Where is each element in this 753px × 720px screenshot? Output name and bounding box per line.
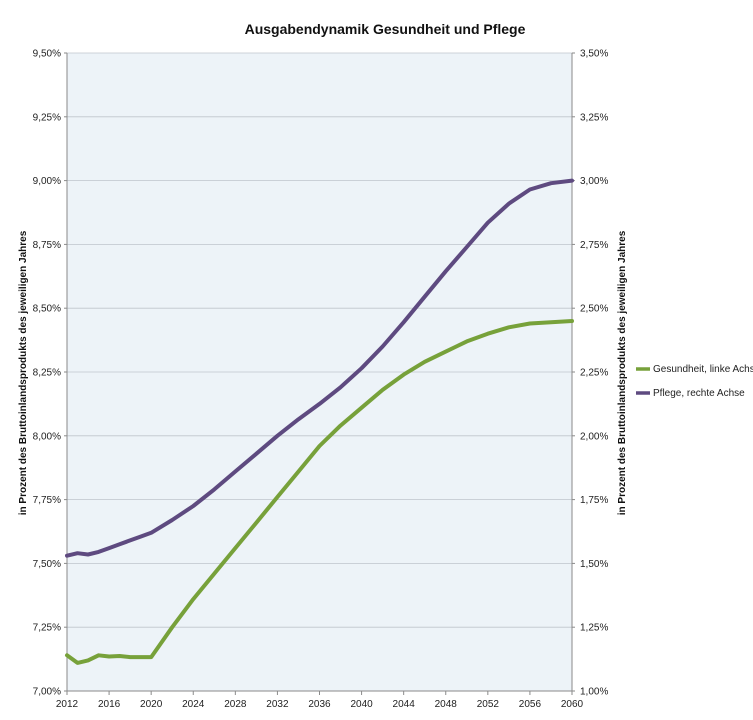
x-tick-label: 2052 (477, 699, 500, 710)
y-axis-right-title: in Prozent des Bruttoinlandsprodukts des… (617, 230, 628, 515)
y-tick-right: 3,00% (580, 176, 608, 187)
chart-title: Ausgabendynamik Gesundheit und Pflege (245, 21, 526, 37)
y-tick-left: 8,75% (33, 240, 61, 251)
x-tick-label: 2048 (435, 699, 458, 710)
x-tick-label: 2044 (393, 699, 416, 710)
legend-label-gesundheit: Gesundheit, linke Achse (653, 364, 753, 375)
x-tick-label: 2012 (56, 699, 79, 710)
x-tick-label: 2028 (224, 699, 247, 710)
y-tick-left: 7,75% (33, 495, 61, 506)
y-tick-right: 1,00% (580, 687, 608, 698)
y-tick-right: 2,50% (580, 304, 608, 315)
y-tick-left: 8,00% (33, 431, 61, 442)
y-tick-left: 8,25% (33, 368, 61, 379)
axis-layer: 7,00% 1,00% 7,25% 1,25% 7,50% 1,50% 7,75% 1,75%… (33, 49, 609, 711)
y-axis-left-title: in Prozent des Bruttoinlandsprodukts des… (18, 230, 29, 515)
plot-layer (67, 52, 572, 691)
y-tick-left: 9,00% (33, 176, 61, 187)
y-tick-left: 8,50% (33, 304, 61, 315)
y-tick-left: 7,00% (33, 687, 61, 698)
legend-item-gesundheit: Gesundheit, linke Achse (636, 364, 753, 375)
y-tick-left: 9,50% (33, 49, 61, 60)
y-tick-right: 2,25% (580, 368, 608, 379)
x-tick-label: 2016 (98, 699, 121, 710)
y-tick-left: 9,25% (33, 112, 61, 123)
y-tick-left: 7,25% (33, 623, 61, 634)
legend-label-pflege: Pflege, rechte Achse (653, 388, 745, 399)
y-tick-left: 7,50% (33, 559, 61, 570)
y-tick-right: 1,50% (580, 559, 608, 570)
y-tick-right: 2,00% (580, 431, 608, 442)
x-tick-label: 2020 (140, 699, 163, 710)
y-tick-right: 1,25% (580, 623, 608, 634)
y-tick-right: 3,50% (580, 49, 608, 60)
x-tick-label: 2056 (519, 699, 542, 710)
y-tick-right: 2,75% (580, 240, 608, 251)
series-line-pflege (65, 178, 574, 558)
x-tick-label: 2036 (308, 699, 331, 710)
y-tick-right: 1,75% (580, 495, 608, 506)
legend: Gesundheit, linke Achse Pflege, rechte A… (636, 364, 753, 399)
x-tick-label: 2032 (266, 699, 289, 710)
x-tick-label: 2060 (561, 699, 584, 710)
legend-item-pflege: Pflege, rechte Achse (636, 388, 745, 399)
x-tick-label: 2040 (350, 699, 373, 710)
series-layer (65, 178, 574, 665)
y-tick-right: 3,25% (580, 112, 608, 123)
x-tick-label: 2024 (182, 699, 205, 710)
series-line-gesundheit (65, 319, 574, 665)
